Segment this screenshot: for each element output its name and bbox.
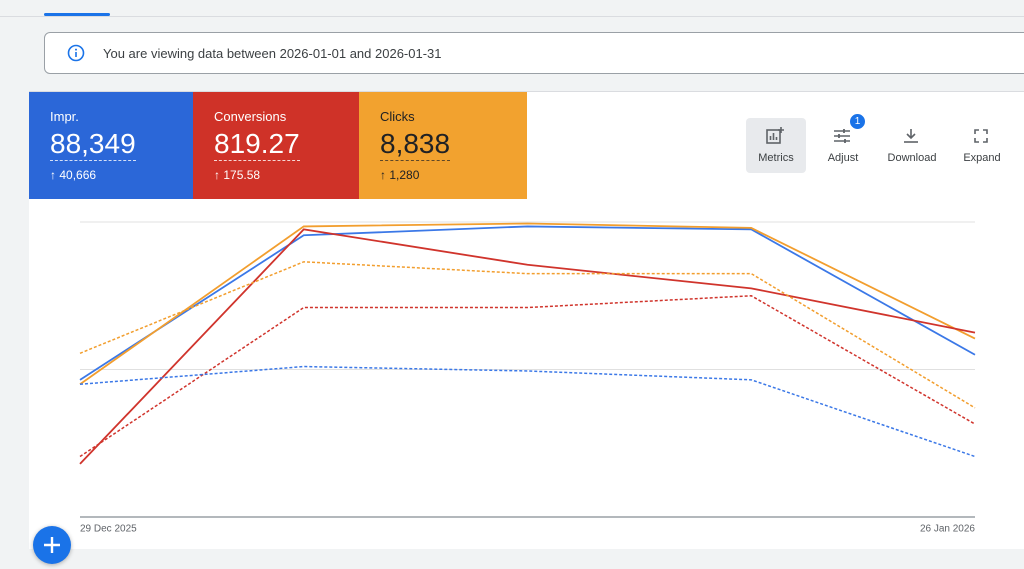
change-value: 40,666 xyxy=(59,168,97,182)
toolbar-label: Download xyxy=(887,152,937,164)
scorecard-change: ↑ 1,280 xyxy=(380,168,419,182)
badge: 1 xyxy=(850,114,865,129)
toolbar-icon xyxy=(766,127,784,144)
add-button[interactable] xyxy=(33,526,71,564)
toolbar-label: Metrics xyxy=(758,152,794,164)
series-line xyxy=(79,228,976,465)
up-arrow: ↑ xyxy=(50,168,60,182)
change-value: 1,280 xyxy=(389,168,420,182)
scorecard[interactable]: Clicks 8,838 ↑ 1,280 xyxy=(359,92,527,199)
toolbar-button[interactable]: Download xyxy=(882,118,942,173)
scorecard[interactable]: Impr. 88,349 ↑ 40,666 xyxy=(29,92,193,199)
scorecard-label: Conversions xyxy=(214,109,287,124)
chart: 29 Dec 2025 26 Jan 2026 xyxy=(79,221,976,535)
toolbar-icon xyxy=(974,129,988,143)
scorecard-value: 88,349 xyxy=(50,128,136,161)
series-line xyxy=(79,225,976,381)
tab-divider xyxy=(0,16,1024,17)
x-tick-label: 26 Jan 2026 xyxy=(920,524,975,535)
scorecard-value: 819.27 xyxy=(214,128,300,161)
up-arrow: ↑ xyxy=(214,168,224,182)
toolbar-button[interactable]: Adjust xyxy=(813,118,873,173)
series-line xyxy=(79,222,976,385)
change-value: 175.58 xyxy=(223,168,261,182)
info-banner: You are viewing data between 2026-01-01 … xyxy=(44,32,1024,74)
series-line xyxy=(79,261,976,409)
toolbar-button[interactable]: Expand xyxy=(952,118,1012,173)
scorecard-label: Clicks xyxy=(380,109,415,124)
series-line xyxy=(79,365,976,458)
scorecard[interactable]: Conversions 819.27 ↑ 175.58 xyxy=(193,92,359,199)
series-line xyxy=(79,294,976,458)
toolbar-icon xyxy=(904,129,918,143)
toolbar-label: Expand xyxy=(963,152,1001,164)
scorecard-value: 8,838 xyxy=(380,128,451,161)
up-arrow: ↑ xyxy=(380,168,390,182)
scorecard-change: ↑ 40,666 xyxy=(50,168,96,182)
x-tick-label: 29 Dec 2025 xyxy=(80,524,137,535)
info-icon xyxy=(67,44,85,62)
scorecard-change: ↑ 175.58 xyxy=(214,168,260,182)
toolbar-button[interactable]: Metrics xyxy=(746,118,806,173)
page: You are viewing data between 2026-01-01 … xyxy=(0,13,1024,564)
toolbar-label: Adjust xyxy=(827,152,859,164)
toolbar-icon xyxy=(834,129,850,143)
plus-icon xyxy=(44,537,60,553)
scorecard-label: Impr. xyxy=(50,109,79,124)
banner-text: You are viewing data between 2026-01-01 … xyxy=(103,46,442,61)
active-tab-indicator xyxy=(44,13,110,16)
